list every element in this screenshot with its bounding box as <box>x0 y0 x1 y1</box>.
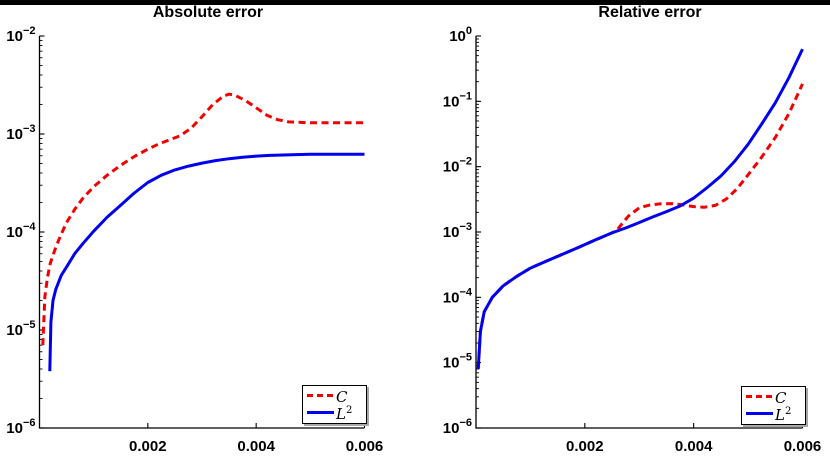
x-tick-label: 0.004 <box>237 438 275 455</box>
dashed-red-line-sample <box>307 394 334 397</box>
y-tick-label: 10−6 <box>6 417 35 437</box>
x-tick-label: 0.004 <box>675 438 713 455</box>
solid-blue-line-sample <box>307 411 334 414</box>
left-legend[interactable]: C L2 <box>302 385 367 424</box>
y-tick-label: 10−4 <box>6 221 36 241</box>
y-tick-label: 10−3 <box>6 123 35 143</box>
y-tick-label: 10−2 <box>443 156 472 176</box>
right-legend[interactable]: C L2 <box>741 386 806 425</box>
y-tick-label: 10−5 <box>443 352 472 372</box>
legend-item-c: C <box>746 388 802 407</box>
y-tick-label: 10−3 <box>443 221 472 241</box>
axis-lines <box>475 36 803 429</box>
legend-item-c: C <box>307 387 363 406</box>
y-tick-label: 10−2 <box>6 25 35 45</box>
legend-item-l2: L2 <box>746 405 802 424</box>
legend-label-l2: L2 <box>775 406 792 424</box>
right-plot-title: Relative error <box>598 4 702 21</box>
legend-label-c: C <box>775 389 787 407</box>
curve-C <box>476 83 804 370</box>
curve-L2 <box>476 48 804 370</box>
curve-C <box>41 92 365 346</box>
legend-item-l2: L2 <box>307 404 363 423</box>
legend-label-c: C <box>336 388 348 406</box>
x-tick-label: 0.002 <box>129 438 167 455</box>
y-tick-label: 10−1 <box>443 90 472 110</box>
legend-label-l2: L2 <box>336 405 353 423</box>
x-tick-label: 0.006 <box>784 438 822 455</box>
y-tick-label: 10−5 <box>6 319 35 339</box>
curve-L2 <box>48 152 365 372</box>
y-tick-label: 10−4 <box>443 286 473 306</box>
solid-blue-line-sample <box>746 412 773 415</box>
y-tick-label: 10−6 <box>443 417 472 437</box>
left-plot-title: Absolute error <box>152 4 264 21</box>
x-tick-label: 0.002 <box>566 438 604 455</box>
top-border <box>0 0 830 5</box>
axis-lines <box>38 36 365 429</box>
y-tick-label: 100 <box>449 25 472 45</box>
dashed-red-line-sample <box>746 395 773 398</box>
x-tick-label: 0.006 <box>346 438 384 455</box>
